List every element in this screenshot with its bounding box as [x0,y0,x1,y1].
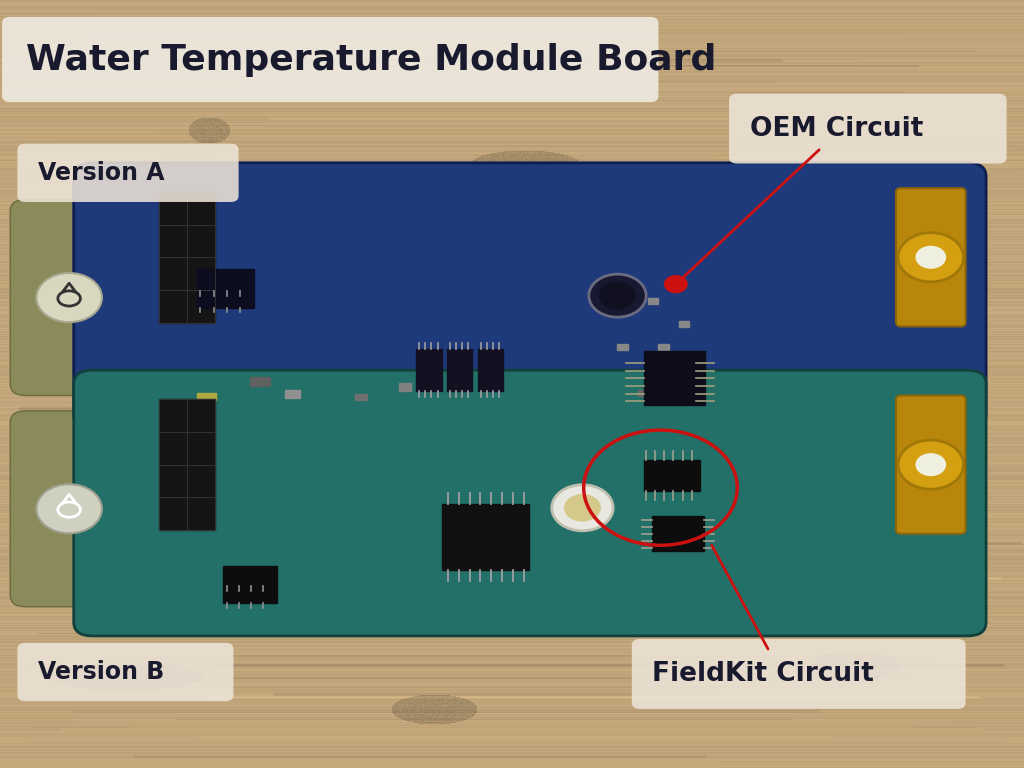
Bar [446,349,472,391]
FancyBboxPatch shape [74,370,986,636]
Bar [159,399,215,530]
Bar [617,298,628,303]
Circle shape [564,494,601,521]
Bar [648,298,658,303]
Bar [398,383,411,391]
Circle shape [37,484,102,533]
FancyBboxPatch shape [896,188,966,326]
Circle shape [915,453,946,476]
Text: Version A: Version A [38,161,165,185]
FancyBboxPatch shape [17,144,239,202]
FancyBboxPatch shape [17,643,233,701]
FancyBboxPatch shape [2,17,658,102]
Circle shape [915,246,946,269]
Circle shape [589,274,646,317]
FancyBboxPatch shape [729,94,1007,164]
Text: FieldKit Circuit: FieldKit Circuit [652,661,874,687]
Bar [638,389,650,396]
FancyBboxPatch shape [896,396,966,534]
Bar [658,344,669,349]
Bar [285,390,300,398]
Bar [442,505,529,570]
Circle shape [898,440,964,489]
Bar [679,389,691,396]
Bar [644,352,706,406]
Circle shape [898,233,964,282]
Bar [652,516,703,551]
Bar [644,461,700,492]
Bar [198,392,216,400]
Bar [250,377,270,386]
Bar [223,566,276,603]
Bar [416,349,441,391]
Bar [477,349,503,391]
Bar [159,192,215,323]
Text: Version B: Version B [38,660,164,684]
Bar [679,321,689,326]
Circle shape [665,276,687,293]
FancyBboxPatch shape [10,411,128,607]
FancyBboxPatch shape [74,163,986,429]
Bar [617,344,628,349]
Text: OEM Circuit: OEM Circuit [750,116,923,141]
Circle shape [552,485,613,531]
Text: Water Temperature Module Board: Water Temperature Module Board [26,42,716,77]
FancyBboxPatch shape [10,200,128,396]
Circle shape [37,273,102,323]
Bar [198,269,254,307]
Circle shape [599,282,636,310]
Bar [355,394,368,400]
FancyBboxPatch shape [632,639,966,709]
